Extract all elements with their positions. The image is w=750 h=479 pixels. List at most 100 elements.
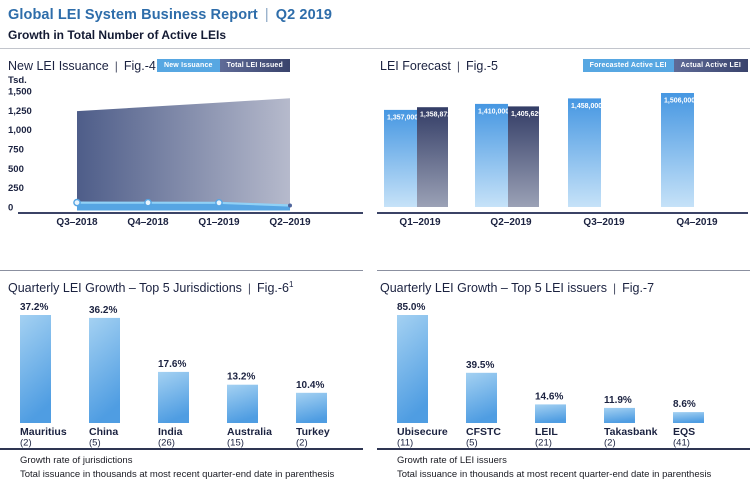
fig6-chart: 37.2%Mauritius(2)36.2%China(5)17.6%India… (20, 302, 330, 449)
svg-text:(2): (2) (296, 438, 308, 449)
svg-text:17.6%: 17.6% (158, 359, 186, 370)
fig6-title: Quarterly LEI Growth – Top 5 Jurisdictio… (8, 280, 242, 295)
report-header: Global LEI System Business Report | Q2 201… (0, 0, 750, 42)
svg-text:China: China (89, 426, 118, 438)
svg-text:1,358,872: 1,358,872 (420, 112, 451, 119)
fig4-chart: 1,500 1,250 1,000 750 500 250 0 Tsd. Q3–2018 Q4–2… (8, 75, 363, 228)
svg-text:13.2%: 13.2% (227, 372, 255, 383)
svg-text:India: India (158, 426, 183, 438)
svg-text:(2): (2) (20, 438, 32, 449)
fig6-panel: Quarterly LEI Growth – Top 5 Jurisdictio… (0, 236, 363, 479)
svg-text:(21): (21) (535, 438, 552, 449)
title-separator: | (264, 7, 269, 23)
fig6-title-separator: | (247, 280, 252, 295)
svg-text:CFSTC: CFSTC (466, 426, 501, 438)
svg-text:Turkey: Turkey (296, 426, 330, 438)
fig7-chart: 85.0% Ubisecure(11) 39.5% CFSTC(5) 14.6% LEIL… (397, 302, 704, 449)
report-title: Global LEI System Business Report (8, 7, 258, 23)
fig4-header: New LEI Issuance | Fig.-4 New Issuance T… (0, 57, 363, 74)
fig6-footnote-divider (0, 448, 363, 450)
report-period: Q2 2019 (275, 7, 333, 23)
svg-text:1,000: 1,000 (8, 125, 32, 136)
fig4-legend: New Issuance Total LEI Issued (156, 59, 290, 72)
svg-text:Q2–2019: Q2–2019 (269, 217, 311, 228)
fig7-title-separator: | (612, 280, 617, 295)
legend-total-lei-issued: Total LEI Issued (219, 59, 290, 72)
fig7-footnote-1: Growth rate of LEI issuers (397, 455, 507, 466)
fig6-fig-label: Fig.-61 (257, 280, 293, 295)
svg-text:250: 250 (8, 183, 24, 194)
fig4-title: New LEI Issuance (8, 58, 109, 73)
svg-text:1,506,000: 1,506,000 (664, 98, 695, 105)
fig4-fig-label: Fig.-4 (123, 58, 156, 73)
fig5-legend: Forecasted Active LEI Actual Active LEI (582, 59, 748, 72)
fig6-top-divider (0, 270, 363, 271)
fig7-footnote-2: Total issuance in thousands at most rece… (397, 468, 712, 479)
svg-text:1,500: 1,500 (8, 87, 32, 98)
legend-actual-active-lei: Actual Active LEI (673, 59, 748, 72)
svg-text:Takasbank: Takasbank (604, 426, 658, 438)
fig5-title-separator: | (456, 58, 460, 73)
svg-text:LEIL: LEIL (535, 426, 558, 438)
fig7-panel: Quarterly LEI Growth – Top 5 LEI issuers… (377, 236, 750, 479)
svg-text:500: 500 (8, 164, 24, 175)
svg-text:Q2–2019: Q2–2019 (490, 217, 532, 228)
page-title: Global LEI System Business Report | Q2 201… (8, 7, 742, 23)
svg-text:Mauritius: Mauritius (20, 426, 67, 438)
fig7-title: Quarterly LEI Growth – Top 5 LEI issuers (380, 280, 607, 295)
svg-text:14.6%: 14.6% (535, 391, 563, 402)
svg-text:Q3–2018: Q3–2018 (56, 217, 98, 228)
svg-text:39.5%: 39.5% (466, 360, 494, 371)
svg-text:1,405,629: 1,405,629 (511, 111, 542, 118)
legend-forecasted-active-lei: Forecasted Active LEI (582, 59, 674, 72)
svg-text:1,458,000: 1,458,000 (571, 103, 602, 110)
fig5-title: LEI Forecast (380, 58, 451, 73)
svg-text:0: 0 (8, 203, 13, 214)
report-subtitle: Growth in Total Number of Active LEIs (8, 28, 227, 42)
svg-text:Q3–2019: Q3–2019 (583, 217, 625, 228)
fig5-chart: 1,357,000 1,358,872 1,410,000 1,405,629 1,45… (377, 93, 748, 228)
svg-text:Q4–2019: Q4–2019 (676, 217, 718, 228)
svg-text:Q1–2019: Q1–2019 (198, 217, 240, 228)
svg-text:Ubisecure: Ubisecure (397, 426, 448, 438)
svg-text:(41): (41) (673, 438, 690, 449)
fig6-footnote-1: Growth rate of jurisdictions (20, 455, 133, 466)
fig7-header: Quarterly LEI Growth – Top 5 LEI issuers… (377, 279, 750, 296)
svg-text:8.6%: 8.6% (673, 399, 696, 410)
svg-text:Q1–2019: Q1–2019 (399, 217, 441, 228)
fig7-footnotes: Growth rate of LEI issuers Total issuanc… (377, 454, 750, 479)
svg-text:1,357,000: 1,357,000 (387, 114, 418, 121)
svg-text:11.9%: 11.9% (604, 395, 632, 406)
svg-text:(5): (5) (466, 438, 478, 449)
svg-text:37.2%: 37.2% (20, 302, 48, 313)
charts-grid: New LEI Issuance | Fig.-4 New Issuance T… (0, 57, 750, 479)
fig4-title-separator: | (114, 58, 118, 73)
fig6-header: Quarterly LEI Growth – Top 5 Jurisdictio… (0, 279, 363, 296)
fig7-top-divider (377, 270, 750, 271)
svg-text:Q4–2018: Q4–2018 (127, 217, 169, 228)
svg-text:(26): (26) (158, 438, 175, 449)
svg-text:(11): (11) (397, 438, 413, 449)
svg-text:(2): (2) (604, 438, 616, 449)
fig4-panel: New LEI Issuance | Fig.-4 New Issuance T… (0, 57, 363, 236)
svg-text:10.4%: 10.4% (296, 380, 324, 391)
svg-text:1,410,000: 1,410,000 (478, 108, 509, 115)
fig6-fig-text: Fig.-6 (257, 281, 289, 296)
svg-text:(5): (5) (89, 438, 101, 449)
legend-new-issuance: New Issuance (156, 59, 220, 72)
svg-text:EQS: EQS (673, 426, 695, 438)
svg-text:85.0%: 85.0% (397, 302, 425, 313)
fig7-footnote-divider (377, 448, 750, 450)
fig6-footnote-2: Total issuance in thousands at most rece… (20, 468, 335, 479)
fig5-header: LEI Forecast | Fig.-5 Forecasted Active … (377, 57, 750, 74)
header-divider (0, 48, 750, 49)
svg-text:750: 750 (8, 145, 24, 156)
fig6-footnote-marker: 1 (288, 279, 294, 289)
fig5-panel: LEI Forecast | Fig.-5 Forecasted Active … (377, 57, 750, 236)
fig5-fig-label: Fig.-5 (466, 58, 498, 73)
svg-text:Australia: Australia (227, 426, 272, 438)
svg-text:36.2%: 36.2% (89, 305, 117, 316)
svg-text:Tsd.: Tsd. (8, 75, 27, 86)
fig6-footnotes: Growth rate of jurisdictions Total issua… (0, 454, 363, 479)
